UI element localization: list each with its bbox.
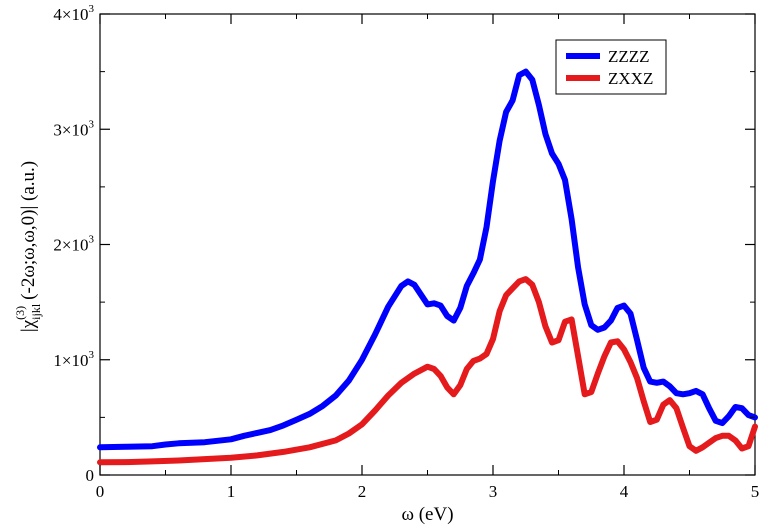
legend-label-zxxz: ZXXZ [608,69,653,88]
y-tick-label: 3×103 [53,118,94,139]
labels-layer: 0 1 2 3 4 5 0 1×103 2×103 3×103 4×103 ω (eV) |χ(3) ij… [13,3,759,525]
x-tick-label: 3 [489,482,498,501]
y-tick-label: 4×103 [53,3,94,24]
y-axis-label: |χ(3) ijkl(-2ω;ω,ω,0)| (a.u.) [13,161,43,332]
legend: ZZZZ ZXXZ [555,39,667,95]
ticks-layer [99,13,756,476]
series-line-zzzz [97,68,758,451]
x-tick-label: 0 [96,482,105,501]
x-tick-label: 5 [751,482,759,501]
series-layer [97,68,758,466]
legend-box [555,39,667,95]
x-tick-label: 1 [227,482,236,501]
y-tick-label: 2×103 [53,234,94,255]
x-tick-label: 2 [358,482,367,501]
y-tick-label: 1×103 [53,349,94,370]
x-axis-label: ω (eV) [401,504,453,525]
x-tick-label: 4 [620,482,629,501]
legend-label-zzzz: ZZZZ [608,47,650,66]
series-line-zxxz [97,276,758,466]
y-tick-label: 0 [86,466,95,485]
